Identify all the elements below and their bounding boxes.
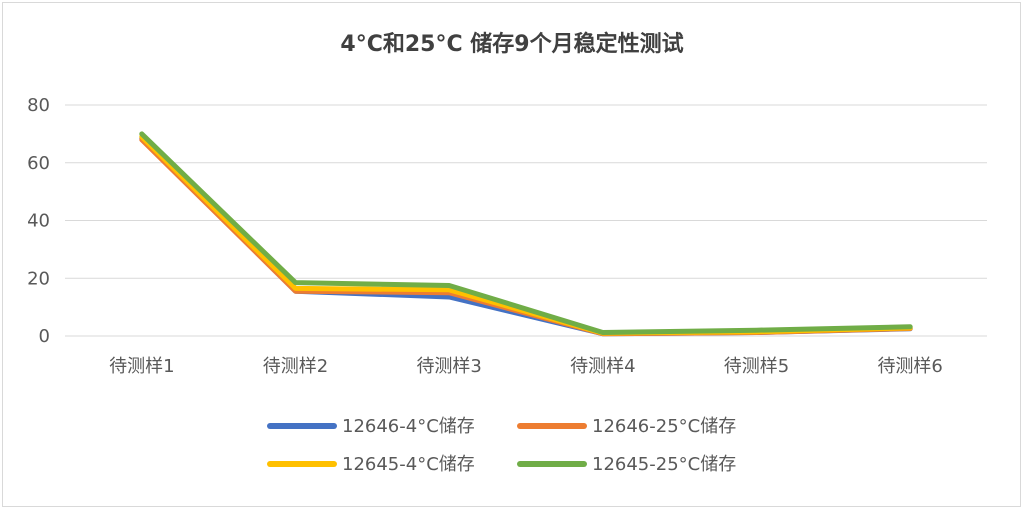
y-axis-ticks: 0 20 40 60 80: [27, 95, 50, 347]
legend-label: 12646-4°C储存: [342, 416, 475, 437]
series-line-4: [139, 131, 913, 335]
x-tick-label: 待测样6: [877, 356, 942, 377]
chart-title: 4°C和25°C 储存9个月稳定性测试: [340, 31, 683, 57]
legend-label: 12645-25°C储存: [592, 454, 736, 475]
x-tick-label: 待测样3: [416, 356, 481, 377]
x-axis-ticks: 待测样1 待测样2 待测样3 待测样4 待测样5 待测样6: [109, 356, 943, 377]
gridlines: [65, 104, 987, 337]
series-line-3: [139, 134, 913, 336]
x-tick-label: 待测样5: [724, 356, 789, 377]
y-tick-label: 0: [39, 326, 50, 347]
legend-label: 12646-25°C储存: [592, 416, 736, 437]
series-line-1: [139, 135, 913, 337]
y-tick-label: 20: [27, 268, 50, 289]
x-tick-label: 待测样1: [109, 356, 174, 377]
x-tick-label: 待测样2: [263, 356, 328, 377]
y-tick-label: 40: [27, 211, 50, 232]
y-tick-label: 80: [27, 95, 50, 116]
x-tick-label: 待测样4: [570, 356, 635, 377]
series-lines: [139, 131, 913, 337]
series-line-2: [139, 137, 913, 337]
legend: 12646-4°C储存 12646-25°C储存 12645-4°C储存 12645-…: [267, 416, 736, 475]
y-tick-label: 60: [27, 153, 50, 174]
legend-label: 12645-4°C储存: [342, 454, 475, 475]
